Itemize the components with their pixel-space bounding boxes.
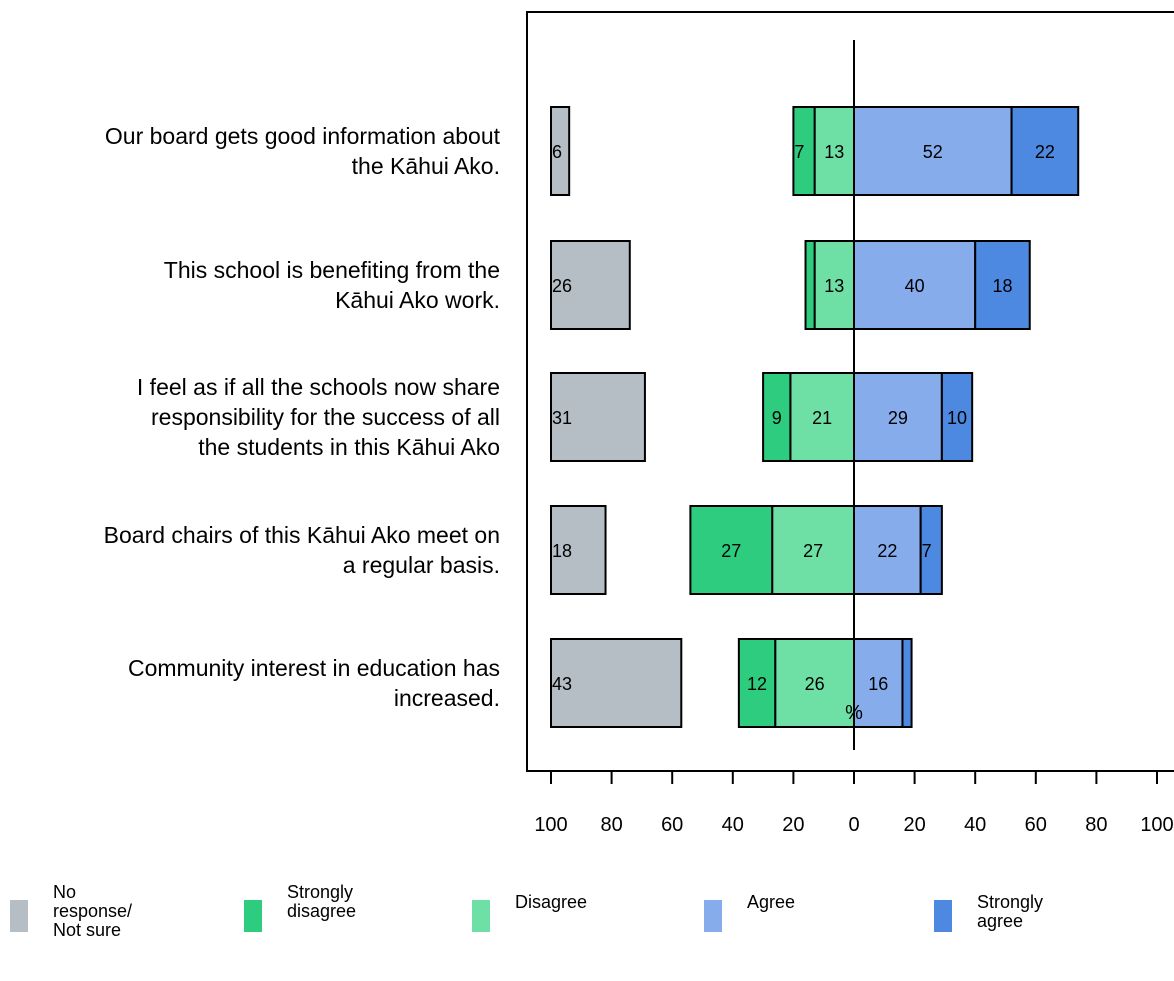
bar-no-response [550, 240, 631, 330]
label-no-response: 18 [552, 541, 572, 561]
bar-disagree [813, 106, 855, 196]
label-disagree: 27 [803, 541, 823, 561]
legend-swatch [10, 900, 28, 932]
x-axis-label: % [845, 702, 863, 724]
legend-label: Strongly disagree [287, 882, 357, 921]
bar-agree [853, 240, 977, 330]
label-agree: 16 [868, 674, 888, 694]
bar-disagree [771, 505, 855, 595]
bars-layer: 6 7 13 52 22 26 13 40 18 31 9 21 29 10 18 27 27 22 7 43 12 26… [550, 106, 1080, 728]
label-strongly-disagree: 12 [747, 674, 767, 694]
category-label: I feel as if all the schools now share r… [136, 374, 500, 460]
label-disagree: 13 [824, 276, 844, 296]
legend-label: Strongly agree [977, 892, 1044, 931]
label-no-response: 31 [552, 408, 572, 428]
bar-strongly-agree [940, 372, 974, 462]
x-tick-label: 20 [903, 814, 925, 836]
label-no-response: 26 [552, 276, 572, 296]
label-strongly-agree: 22 [1035, 142, 1055, 162]
bar-strongly-agree [1010, 106, 1080, 196]
legend-swatch [244, 900, 262, 932]
bar-strongly-agree [919, 505, 943, 595]
x-tick-label: 60 [661, 814, 683, 836]
x-tick-label: 40 [964, 814, 986, 836]
bar-group: 18 27 27 22 7 [550, 505, 943, 595]
legend-label: Agree [747, 892, 796, 912]
legend-swatch [704, 900, 722, 932]
label-disagree: 13 [824, 142, 844, 162]
bar-strongly-agree [974, 240, 1031, 330]
category-label: Board chairs of this Kāhui Ako meet on a… [103, 522, 500, 578]
label-strongly-agree: 7 [922, 541, 932, 561]
bar-group: 43 12 26 16 [550, 638, 913, 728]
x-axis: 100 80 60 40 20 0 20 40 60 80 100 [526, 11, 1174, 836]
plot-frame [526, 11, 1174, 772]
bar-strongly-disagree [689, 505, 774, 595]
x-tick-label: 0 [848, 814, 859, 836]
bar-agree [853, 372, 943, 462]
bar-strongly-disagree [804, 240, 816, 330]
label-strongly-disagree: 7 [794, 142, 804, 162]
label-agree: 29 [888, 408, 908, 428]
x-tick-label: 60 [1025, 814, 1047, 836]
label-no-response: 6 [552, 142, 562, 162]
bar-no-response [550, 505, 607, 595]
x-tick-label: 80 [1085, 814, 1107, 836]
x-tick-label: 80 [600, 814, 622, 836]
label-strongly-agree: 10 [947, 408, 967, 428]
legend-label: No response/ Not sure [53, 882, 133, 940]
label-no-response: 43 [552, 674, 572, 694]
label-strongly-disagree: 27 [721, 541, 741, 561]
label-disagree: 26 [805, 674, 825, 694]
label-strongly-agree: 18 [992, 276, 1012, 296]
label-agree: 40 [905, 276, 925, 296]
bar-disagree [774, 638, 855, 728]
label-agree: 22 [877, 541, 897, 561]
category-label: This school is benefiting from the Kāhui… [163, 257, 500, 313]
bar-group: 26 13 40 18 [550, 240, 1031, 330]
legend-swatch [472, 900, 490, 932]
category-label: Community interest in education has incr… [127, 655, 500, 711]
x-tick-label: 100 [1140, 814, 1173, 836]
bar-group: 31 9 21 29 10 [550, 372, 974, 462]
x-tick-label: 40 [722, 814, 744, 836]
x-tick-label: 100 [534, 814, 567, 836]
legend-label: Disagree [515, 892, 588, 912]
legend-swatch [934, 900, 952, 932]
bar-no-response [550, 372, 646, 462]
bar-strongly-disagree [792, 106, 816, 196]
bar-strongly-agree [901, 638, 913, 728]
label-strongly-disagree: 9 [772, 408, 782, 428]
label-agree: 52 [923, 142, 943, 162]
bar-no-response [550, 638, 683, 728]
bar-group: 6 7 13 52 22 [550, 106, 1080, 196]
x-tick-label: 20 [782, 814, 804, 836]
bar-strongly-disagree [762, 372, 792, 462]
label-disagree: 21 [812, 408, 832, 428]
bar-strongly-disagree [737, 638, 777, 728]
bar-no-response [550, 106, 571, 196]
category-label: Our board gets good information about th… [104, 123, 500, 179]
